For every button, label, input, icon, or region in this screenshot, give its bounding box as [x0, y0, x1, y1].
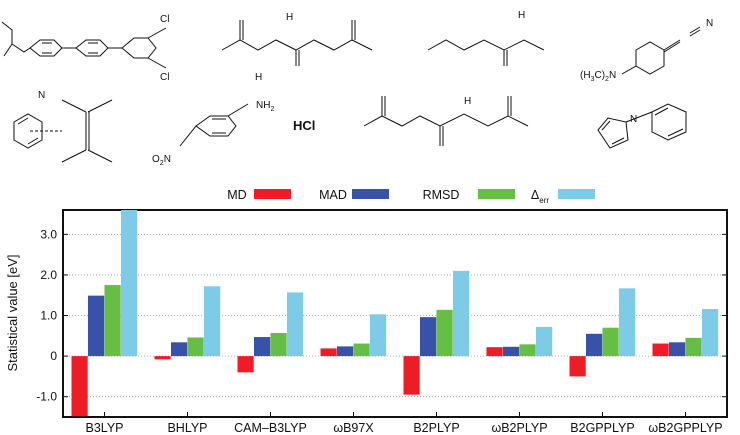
- bar--4: [453, 270, 470, 357]
- bar-md-7: [652, 343, 669, 357]
- chart-legend: MD MAD RMSD Δerr: [227, 188, 595, 205]
- legend-label: MD: [227, 188, 246, 202]
- label-h-peptide: H: [286, 12, 293, 23]
- label-n-tcne: N: [38, 90, 45, 101]
- bar-rmsd-5: [519, 344, 536, 357]
- plot-frame: [62, 209, 728, 418]
- x-category-label: ωB2GPPLYP: [648, 421, 722, 435]
- y-tick-label: 0: [50, 349, 57, 363]
- bar-mad-3: [337, 346, 354, 357]
- bar-md-2: [237, 356, 254, 373]
- y-tick-label: 3.0: [40, 227, 57, 241]
- x-category-label: ωB2PLYP: [491, 421, 547, 435]
- x-category-label: ωB97X: [333, 421, 374, 435]
- label-h-peptide-3: H: [464, 96, 471, 107]
- bar-md-5: [486, 347, 503, 357]
- legend-swatch: [352, 189, 389, 199]
- bar--2: [287, 292, 304, 357]
- label-h-peptide-2: H: [255, 72, 262, 83]
- bar-mad-2: [254, 337, 271, 357]
- label-h-amide: H: [518, 10, 525, 21]
- bar--3: [370, 314, 387, 357]
- bar-mad-7: [669, 342, 686, 357]
- x-axis-categories: B3LYP BHLYP CAM–B3LYP ωB97X B2PLYP ωB2PLYP B2G…: [86, 412, 723, 435]
- bar-mad-6: [586, 333, 603, 357]
- molecule-tcne: [13, 99, 113, 163]
- legend-label: RMSD: [423, 188, 460, 202]
- bar-rmsd-0: [104, 285, 121, 357]
- y-axis-ticks: -1.0 0 1.0 2.0 3.0: [36, 227, 727, 404]
- y-tick-label: 2.0: [40, 268, 57, 282]
- legend-label: MAD: [319, 188, 347, 202]
- bar--1: [204, 286, 221, 357]
- x-category-label: B2GPPLYP: [570, 421, 634, 435]
- label-cl-top: Cl: [160, 14, 169, 25]
- label-h3c2n: (H3C)2N: [580, 70, 616, 83]
- legend-swatch: [254, 189, 291, 199]
- legend-label: Δerr: [531, 188, 549, 205]
- molecule-amide: [427, 39, 545, 66]
- bar-md-1: [154, 356, 171, 360]
- label-n-pyrrole: N: [630, 114, 637, 125]
- molecule-peptide-1: [221, 20, 373, 66]
- label-cl-bottom: Cl: [160, 72, 169, 83]
- bar--7: [702, 309, 719, 357]
- label-o2n: O2N: [152, 154, 171, 167]
- x-category-label: CAM–B3LYP: [234, 421, 307, 435]
- legend-swatch: [558, 189, 595, 199]
- bar-mad-4: [420, 317, 437, 357]
- bar-mad-5: [503, 346, 520, 357]
- molecule-benzonitrile: [621, 26, 701, 75]
- bar--5: [536, 326, 553, 357]
- molecule-phenylpyrrole: [597, 103, 687, 149]
- y-axis-label: Statistical value [eV]: [5, 254, 20, 371]
- molecule-triazine: [1, 21, 167, 69]
- y-tick-label: -1.0: [36, 390, 57, 404]
- bar-rmsd-4: [436, 309, 453, 357]
- x-category-label: BHLYP: [167, 421, 207, 435]
- bar-rmsd-6: [602, 327, 619, 357]
- label-n-nitrile: N: [706, 18, 713, 29]
- bar-md-0: [71, 356, 88, 417]
- bar-md-6: [569, 356, 586, 377]
- bar-mad-1: [171, 342, 188, 357]
- x-category-label: B3LYP: [86, 421, 124, 435]
- label-nh2: NH2: [256, 100, 274, 113]
- bar-rmsd-3: [353, 343, 370, 357]
- label-hcl: HCl: [293, 118, 315, 133]
- bar-rmsd-2: [270, 332, 287, 357]
- legend-swatch: [478, 189, 515, 199]
- bar--6: [619, 288, 636, 357]
- bar-md-4: [403, 356, 420, 395]
- bar-md-3: [320, 348, 337, 357]
- bar-mad-0: [88, 295, 105, 357]
- bars: [71, 210, 719, 417]
- bar-rmsd-1: [187, 337, 204, 357]
- molecule-structures: Cl Cl N H H H HCl NH2 O2N (H3C)2N N N H: [1, 10, 713, 167]
- bar--0: [121, 210, 138, 357]
- x-category-label: B2PLYP: [413, 421, 459, 435]
- molecule-peptide-2: [363, 96, 529, 146]
- bar-rmsd-7: [685, 337, 702, 357]
- molecule-nitroaniline: [179, 103, 249, 147]
- y-tick-label: 1.0: [40, 309, 57, 323]
